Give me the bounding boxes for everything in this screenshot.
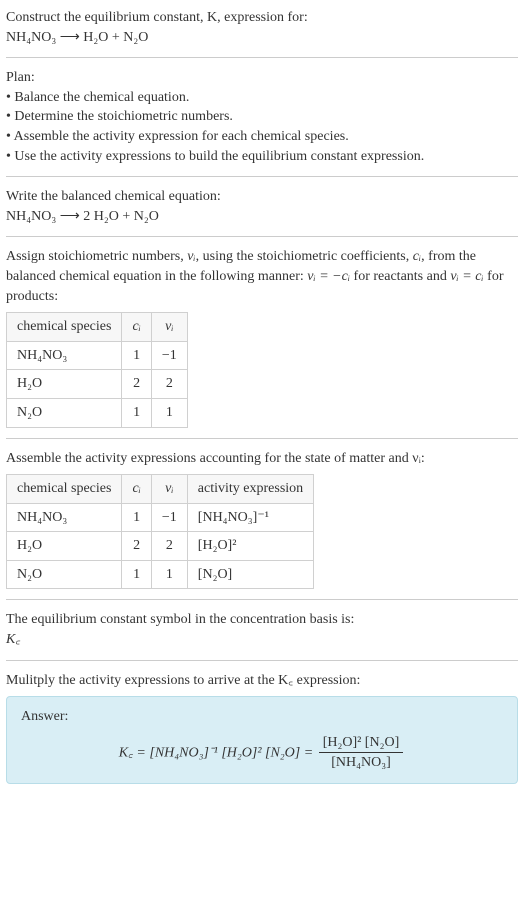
table-row: H₂O 2 2 <box>7 370 188 399</box>
relation: νᵢ = cᵢ <box>450 269 483 284</box>
species-cell: H₂O <box>7 532 122 561</box>
table-row: H₂O 2 2 [H₂O]² <box>7 532 314 561</box>
balanced-equation: NH₄NO₃ ⟶ 2 H₂O + N₂O <box>6 207 518 227</box>
table-row: NH₄NO₃ 1 −1 <box>7 341 188 370</box>
multiply-text: Mulitply the activity expressions to arr… <box>6 671 518 691</box>
assign-text: Assign stoichiometric numbers, <box>6 249 187 264</box>
plan-item: • Assemble the activity expression for e… <box>6 127 518 147</box>
plan-heading: Plan: <box>6 68 518 88</box>
c-cell: 1 <box>122 503 151 532</box>
answer-label: Answer: <box>21 707 503 727</box>
stoich-table: chemical species cᵢ νᵢ NH₄NO₃ 1 −1 H₂O 2… <box>6 312 188 427</box>
table-header: chemical species <box>7 475 122 504</box>
table-header: chemical species <box>7 313 122 342</box>
assemble-text: Assemble the activity expressions accoun… <box>6 449 518 469</box>
nu-cell: 2 <box>151 532 187 561</box>
species-cell: N₂O <box>7 560 122 589</box>
species-cell: N₂O <box>7 398 122 427</box>
c-cell: 2 <box>122 370 151 399</box>
divider <box>6 176 518 177</box>
divider <box>6 57 518 58</box>
table-row: N₂O 1 1 <box>7 398 188 427</box>
assign-text: , using the stoichiometric coefficients, <box>196 249 413 264</box>
divider <box>6 438 518 439</box>
nu-cell: 1 <box>151 560 187 589</box>
title-equation: NH₄NO₃ ⟶ H₂O + N₂O <box>6 28 518 48</box>
kc-symbol-text: The equilibrium constant symbol in the c… <box>6 610 518 630</box>
nu-i: νᵢ <box>187 249 195 264</box>
nu-cell: 2 <box>151 370 187 399</box>
table-row: NH₄NO₃ 1 −1 [NH₄NO₃]⁻¹ <box>7 503 314 532</box>
c-i: cᵢ <box>413 249 421 264</box>
c-cell: 2 <box>122 532 151 561</box>
table-header-row: chemical species cᵢ νᵢ activity expressi… <box>7 475 314 504</box>
nu-cell: −1 <box>151 503 187 532</box>
expr-cell: [NH₄NO₃]⁻¹ <box>187 503 313 532</box>
table-header: νᵢ <box>151 475 187 504</box>
divider <box>6 599 518 600</box>
table-header: activity expression <box>187 475 313 504</box>
relation: νᵢ = −cᵢ <box>307 269 350 284</box>
kc-symbol: K꜀ <box>6 630 518 650</box>
species-cell: NH₄NO₃ <box>7 341 122 370</box>
activity-table: chemical species cᵢ νᵢ activity expressi… <box>6 474 314 589</box>
nu-cell: −1 <box>151 341 187 370</box>
title-line: Construct the equilibrium constant, K, e… <box>6 8 518 28</box>
expr-cell: [N₂O] <box>187 560 313 589</box>
table-header-row: chemical species cᵢ νᵢ <box>7 313 188 342</box>
table-row: N₂O 1 1 [N₂O] <box>7 560 314 589</box>
answer-equation: K꜀ = [NH₄NO₃]⁻¹ [H₂O]² [N₂O] = [H₂O]² [N… <box>21 733 503 773</box>
species-cell: NH₄NO₃ <box>7 503 122 532</box>
c-cell: 1 <box>122 341 151 370</box>
answer-fraction: [H₂O]² [N₂O] [NH₄NO₃] <box>319 733 404 773</box>
answer-box: Answer: K꜀ = [NH₄NO₃]⁻¹ [H₂O]² [N₂O] = [… <box>6 696 518 784</box>
plan-item: • Balance the chemical equation. <box>6 88 518 108</box>
divider <box>6 660 518 661</box>
balanced-heading: Write the balanced chemical equation: <box>6 187 518 207</box>
fraction-numerator: [H₂O]² [N₂O] <box>319 733 404 754</box>
fraction-denominator: [NH₄NO₃] <box>319 753 404 773</box>
table-header: cᵢ <box>122 475 151 504</box>
table-header: νᵢ <box>151 313 187 342</box>
plan-item: • Use the activity expressions to build … <box>6 147 518 167</box>
c-cell: 1 <box>122 560 151 589</box>
species-cell: H₂O <box>7 370 122 399</box>
nu-cell: 1 <box>151 398 187 427</box>
plan-item: • Determine the stoichiometric numbers. <box>6 107 518 127</box>
c-cell: 1 <box>122 398 151 427</box>
divider <box>6 236 518 237</box>
assign-text: for reactants and <box>350 269 450 284</box>
expr-cell: [H₂O]² <box>187 532 313 561</box>
answer-lhs: K꜀ = [NH₄NO₃]⁻¹ [H₂O]² [N₂O] = <box>119 745 317 760</box>
table-header: cᵢ <box>122 313 151 342</box>
